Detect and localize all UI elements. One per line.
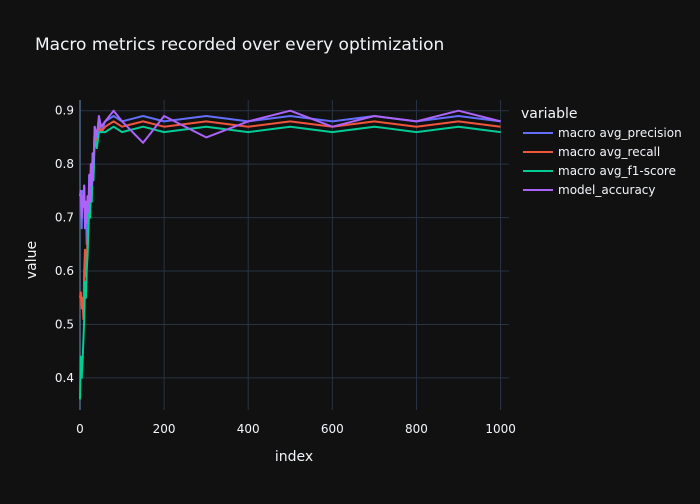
chart-title: Macro metrics recorded over every optimi… bbox=[35, 35, 444, 55]
axis-layer: 0.4 0.5 0.6 0.7 0.8 0.9 0 200 400 600 800 1000 bbox=[55, 104, 516, 436]
series-line-model-accuracy[interactable] bbox=[79, 109, 501, 230]
x-tick-label: 0 bbox=[76, 422, 84, 436]
y-tick-label: 0.5 bbox=[55, 317, 74, 331]
y-axis-label: value bbox=[24, 241, 40, 279]
legend-item-label[interactable]: macro avg_recall bbox=[558, 145, 660, 159]
x-tick-label: 600 bbox=[321, 422, 344, 436]
y-tick-label: 0.8 bbox=[55, 157, 74, 171]
y-tick-label: 0.7 bbox=[55, 211, 74, 225]
series-layer bbox=[79, 109, 501, 400]
legend-title: variable bbox=[521, 106, 577, 122]
y-tick-label: 0.4 bbox=[55, 371, 74, 385]
y-tick-label: 0.6 bbox=[55, 264, 74, 278]
legend-item-label[interactable]: model_accuracy bbox=[558, 183, 656, 197]
x-tick-label: 1000 bbox=[485, 422, 516, 436]
legend-item-label[interactable]: macro avg_f1-score bbox=[558, 164, 676, 178]
x-axis-label: index bbox=[275, 449, 313, 465]
x-tick-label: 800 bbox=[405, 422, 428, 436]
x-tick-label: 400 bbox=[237, 422, 260, 436]
x-tick-label: 200 bbox=[153, 422, 176, 436]
y-tick-label: 0.9 bbox=[55, 104, 74, 118]
legend-item-label[interactable]: macro avg_precision bbox=[558, 126, 682, 140]
